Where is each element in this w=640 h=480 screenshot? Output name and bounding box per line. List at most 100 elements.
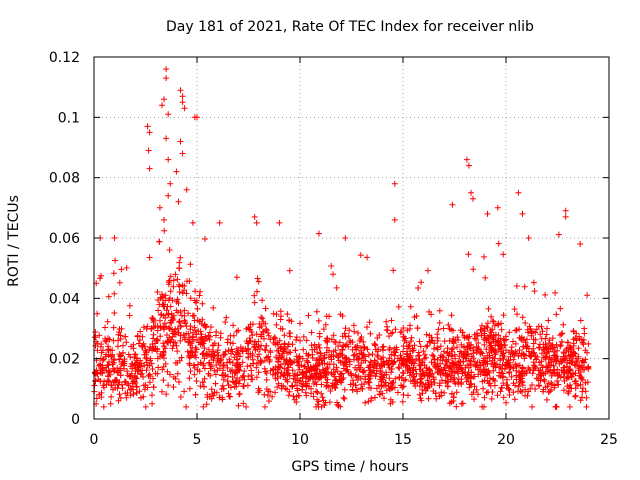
roti-point xyxy=(192,391,199,398)
roti-point xyxy=(111,235,118,241)
roti-point xyxy=(490,336,497,343)
roti-point xyxy=(450,327,456,334)
roti-point xyxy=(324,361,331,368)
roti-point xyxy=(515,353,522,360)
roti-point xyxy=(245,346,252,353)
roti-point xyxy=(91,369,98,376)
roti-point xyxy=(152,370,159,377)
roti-point xyxy=(442,370,449,377)
roti-point xyxy=(157,312,164,318)
roti-point xyxy=(123,339,130,346)
roti-point xyxy=(567,351,574,358)
roti-point xyxy=(361,381,368,387)
roti-point xyxy=(475,340,482,346)
roti-point xyxy=(360,351,367,358)
roti-point xyxy=(94,347,101,354)
roti-point xyxy=(233,274,240,281)
roti-point xyxy=(432,390,439,397)
roti-point xyxy=(328,370,335,377)
roti-point xyxy=(503,382,510,389)
roti-point xyxy=(572,393,579,400)
roti-point xyxy=(198,331,205,338)
roti-point xyxy=(147,355,154,362)
roti-point xyxy=(417,376,424,383)
roti-point xyxy=(139,333,146,340)
roti-point xyxy=(215,342,222,349)
roti-point xyxy=(476,346,482,353)
roti-point xyxy=(164,368,171,375)
roti-point xyxy=(188,350,195,356)
roti-point xyxy=(585,363,592,370)
roti-point xyxy=(227,393,234,400)
roti-point xyxy=(562,207,569,214)
roti-point xyxy=(284,386,290,393)
roti-point xyxy=(436,319,443,326)
roti-point xyxy=(229,366,236,373)
roti-point xyxy=(314,389,321,396)
roti-point xyxy=(173,307,180,314)
roti-point xyxy=(519,365,526,372)
roti-point xyxy=(101,384,107,391)
roti-point xyxy=(140,340,147,347)
roti-point xyxy=(369,351,376,358)
roti-point xyxy=(259,297,266,304)
roti-point xyxy=(257,359,264,366)
roti-point xyxy=(286,330,293,337)
roti-point xyxy=(454,344,460,351)
roti-point xyxy=(149,347,156,354)
roti-point xyxy=(437,360,444,367)
roti-point xyxy=(322,369,329,376)
roti-point xyxy=(385,361,391,368)
roti-point xyxy=(263,376,270,383)
roti-point xyxy=(466,333,473,340)
roti-point xyxy=(346,337,353,344)
roti-point xyxy=(396,365,403,372)
roti-point xyxy=(539,350,545,357)
roti-point xyxy=(91,334,98,341)
roti-point xyxy=(341,355,348,362)
roti-point xyxy=(193,331,200,338)
roti-point xyxy=(423,365,430,372)
roti-point xyxy=(471,383,478,390)
roti-point xyxy=(186,334,193,341)
roti-point xyxy=(175,198,182,205)
roti-point xyxy=(152,323,159,330)
roti-point xyxy=(465,162,472,169)
roti-point xyxy=(320,326,327,333)
roti-point xyxy=(176,319,182,325)
roti-point xyxy=(470,389,477,396)
roti-point xyxy=(351,328,358,335)
roti-point xyxy=(426,338,433,345)
roti-point xyxy=(505,385,512,392)
roti-point xyxy=(481,403,487,410)
roti-point xyxy=(179,150,186,157)
roti-point xyxy=(106,358,112,365)
roti-point xyxy=(444,345,451,352)
roti-point xyxy=(266,358,273,365)
roti-point xyxy=(150,324,157,331)
roti-point xyxy=(295,392,302,399)
roti-point xyxy=(146,129,153,136)
roti-point xyxy=(431,360,438,366)
roti-point xyxy=(555,381,562,388)
roti-point xyxy=(516,362,523,369)
roti-point xyxy=(231,383,238,390)
roti-point xyxy=(100,403,107,410)
roti-point xyxy=(379,374,385,381)
roti-point xyxy=(367,330,374,337)
roti-point xyxy=(365,376,372,383)
roti-point xyxy=(214,349,221,356)
roti-point xyxy=(130,341,137,348)
roti-point xyxy=(555,231,562,238)
roti-point xyxy=(557,305,564,312)
roti-point xyxy=(106,378,112,385)
roti-point xyxy=(193,378,200,384)
roti-point xyxy=(235,402,242,409)
roti-point xyxy=(513,283,520,289)
y-tick-label: 0.12 xyxy=(49,50,80,66)
roti-point xyxy=(311,380,317,387)
roti-point xyxy=(323,383,330,390)
roti-point xyxy=(441,364,448,371)
roti-point xyxy=(480,385,487,392)
roti-point xyxy=(433,395,440,402)
